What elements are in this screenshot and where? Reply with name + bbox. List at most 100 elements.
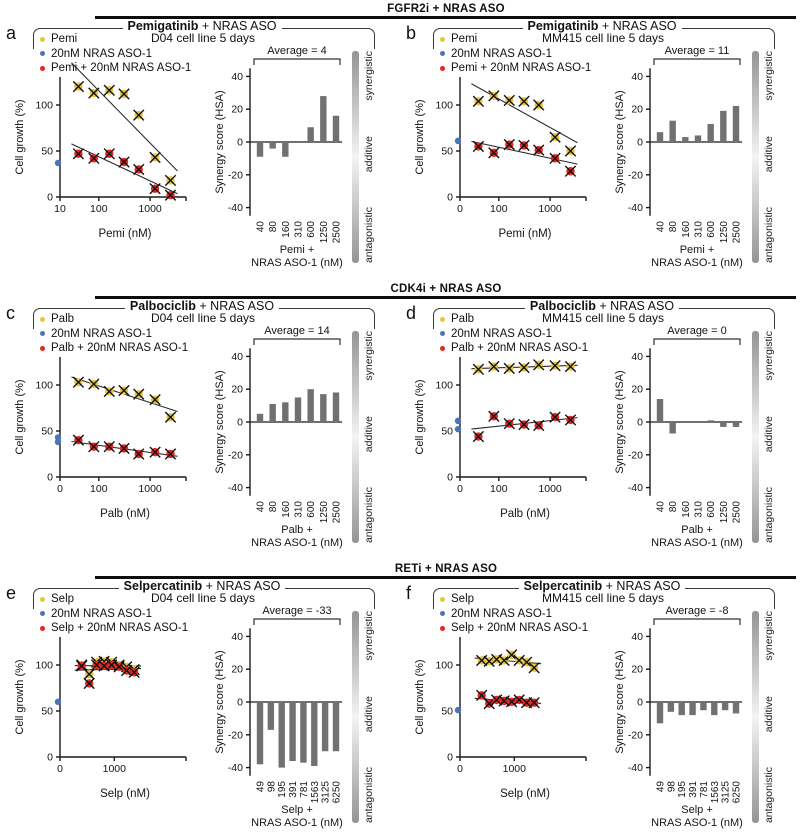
y-tick-label: -40: [228, 482, 243, 494]
data-point-blue: [54, 698, 62, 705]
bar-category-label: 391: [288, 781, 299, 798]
scatter-xlabel: Selp (nM): [500, 788, 550, 800]
y-tick-label: 20: [231, 384, 243, 396]
legend-item: Pemi: [440, 32, 591, 47]
legend-dot-red: [440, 625, 445, 631]
bar-category-label: 2500: [732, 501, 743, 524]
y-tick-label: 0: [47, 752, 53, 764]
bar-xlabel: Pemi +: [680, 244, 715, 256]
y-tick-label: 100: [435, 380, 453, 392]
synergy-bar: [694, 135, 702, 142]
legend-item: 20nM NRAS ASO-1: [440, 47, 591, 62]
bar-category-label: 1250: [319, 501, 330, 524]
x-marker: [83, 677, 95, 690]
side-label-synergistic: synergistic: [363, 331, 375, 381]
panel-b: b Pemigatinib + NRAS ASO MM415 cell line 5…: [400, 19, 800, 269]
x-marker: [564, 165, 577, 177]
bar-category-label: 98: [266, 781, 277, 793]
x-marker: [88, 152, 100, 165]
x-marker: [488, 147, 500, 159]
synergy-bar: [332, 702, 340, 752]
y-tick-label: -20: [628, 449, 643, 461]
synergy-scale: synergistic additive antagonistic: [752, 51, 775, 263]
legend-item: 20nM NRAS ASO-1: [440, 327, 588, 342]
y-tick-label: -40: [228, 762, 243, 774]
bar-category-label: 49: [656, 781, 667, 793]
x-marker: [533, 99, 545, 111]
synergy-bar: [707, 420, 714, 422]
legend: Palb 20nM NRAS ASO-1 Palb + 20nM NRAS ASO-…: [40, 312, 188, 356]
synergy-scale: synergistic additive antagonistic: [352, 51, 375, 263]
panel-title-rest: + NRAS ASO: [602, 579, 681, 593]
x-tick-label: 1000: [103, 763, 127, 775]
y-tick-label: 40: [631, 631, 643, 643]
legend-item: Palb + 20nM NRAS ASO-1: [440, 341, 588, 356]
bar-xlabel: NRAS ASO-1 (nM): [251, 817, 343, 829]
legend-item: 20nM NRAS ASO-1: [440, 607, 588, 622]
bar-category-label: 1563: [310, 781, 321, 804]
trend-line-red: [471, 140, 578, 165]
panel-title-rest: + NRAS ASO: [198, 19, 277, 33]
bar-ylabel: Synergy score (HSA): [214, 650, 226, 753]
synergy-bar: [320, 394, 327, 422]
legend-dot-yellow: [40, 36, 45, 42]
bar-xlabel: Selp +: [281, 804, 313, 816]
legend-item: 20nM NRAS ASO-1: [40, 47, 191, 62]
legend-label: 20nM NRAS ASO-1: [51, 47, 152, 60]
legend-label: Pemi: [451, 33, 478, 46]
synergy-gradient-bar: [352, 611, 359, 823]
legend-label: Pemi + 20nM NRAS ASO-1: [451, 62, 592, 75]
side-label-additive: additive: [363, 135, 375, 172]
bar-category-label: 6250: [332, 781, 343, 804]
bar-category-label: 80: [268, 501, 279, 513]
y-tick-label: 100: [35, 100, 53, 112]
x-marker: [483, 655, 495, 668]
side-label-additive: additive: [763, 135, 775, 172]
bar-ylabel: Synergy score (HSA): [614, 650, 626, 753]
legend-item: 20nM NRAS ASO-1: [40, 607, 188, 622]
x-marker: [149, 394, 161, 406]
x-tick-label: 1000: [503, 763, 527, 775]
bar-category-label: 781: [699, 781, 710, 798]
synergy-bar: [307, 127, 314, 142]
legend-dot-yellow: [40, 596, 45, 602]
x-marker: [513, 654, 525, 667]
panel-title-rest: + NRAS ASO: [598, 19, 677, 33]
side-label-additive: additive: [763, 695, 775, 732]
panel-title: Palbociclib + NRAS ASO: [28, 299, 376, 313]
x-marker: [118, 384, 130, 397]
y-tick-label: 50: [41, 706, 53, 718]
x-marker: [472, 140, 485, 153]
x-tick-label: 0: [457, 763, 463, 775]
x-marker: [533, 144, 545, 156]
synergy-bar: [732, 422, 740, 427]
x-marker: [120, 664, 133, 677]
synergy-bar: [294, 397, 302, 422]
bar-ylabel: Synergy score (HSA): [614, 370, 626, 473]
panel-letter: a: [6, 23, 17, 43]
x-tick-label: 100: [90, 483, 108, 495]
y-tick-label: 0: [237, 137, 243, 149]
x-marker: [98, 660, 110, 672]
synergy-scale: synergistic additive antagonistic: [752, 331, 775, 543]
average-label: Average = -8: [665, 605, 728, 617]
x-marker: [88, 440, 100, 453]
x-marker: [164, 174, 177, 187]
x-marker: [103, 84, 115, 96]
synergy-bar: [311, 702, 318, 766]
x-marker: [88, 87, 100, 99]
y-tick-label: 100: [435, 660, 453, 672]
bar-category-label: 98: [666, 781, 677, 793]
bar-category-label: 310: [694, 221, 705, 238]
legend-dot-red: [40, 65, 45, 71]
panel-title-drug: Selpercatinib: [523, 579, 603, 593]
bar-xlabel: Palb +: [681, 524, 713, 536]
synergy-bar: [256, 702, 264, 765]
scatter-ylabel: Cell growth (%): [414, 99, 426, 174]
x-tick-label: 0: [57, 763, 63, 775]
x-marker: [149, 151, 161, 164]
bar-category-label: 160: [281, 501, 292, 518]
x-marker: [118, 442, 130, 455]
side-label-antagonistic: antagonistic: [763, 206, 775, 263]
bar-category-label: 6250: [732, 781, 743, 804]
